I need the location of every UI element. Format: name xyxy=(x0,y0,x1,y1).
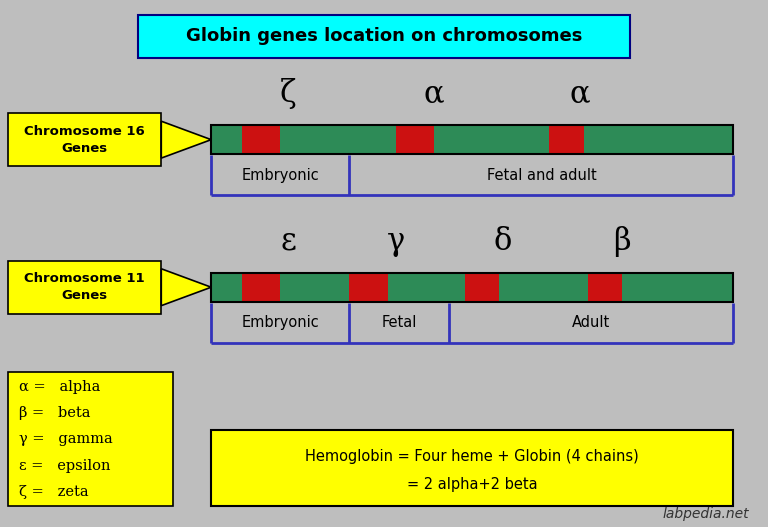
Bar xyxy=(8,261,161,314)
Text: δ: δ xyxy=(494,226,512,257)
Bar xyxy=(211,430,733,506)
Bar xyxy=(211,273,733,301)
Polygon shape xyxy=(161,121,211,158)
Bar xyxy=(211,273,733,301)
Text: ζ =   zeta: ζ = zeta xyxy=(19,485,89,499)
Polygon shape xyxy=(161,269,211,306)
Text: α: α xyxy=(424,79,444,110)
Text: Adult: Adult xyxy=(572,315,611,330)
Text: ε: ε xyxy=(280,226,296,257)
Text: = 2 alpha+2 beta: = 2 alpha+2 beta xyxy=(407,477,538,492)
Text: Hemoglobin = Four heme + Globin (4 chains): Hemoglobin = Four heme + Globin (4 chain… xyxy=(306,449,639,464)
Text: α: α xyxy=(570,79,590,110)
Text: Fetal and adult: Fetal and adult xyxy=(487,168,596,183)
Text: Chromosome 11
Genes: Chromosome 11 Genes xyxy=(24,272,145,302)
Text: β: β xyxy=(614,226,631,257)
Bar xyxy=(8,113,161,166)
Bar xyxy=(588,273,622,301)
Text: Embryonic: Embryonic xyxy=(241,315,319,330)
Text: labpedia.net: labpedia.net xyxy=(662,506,749,521)
Bar xyxy=(549,125,584,154)
Bar xyxy=(396,125,434,154)
Text: Chromosome 16
Genes: Chromosome 16 Genes xyxy=(24,125,145,154)
Text: Fetal: Fetal xyxy=(382,315,417,330)
Text: Embryonic: Embryonic xyxy=(241,168,319,183)
Text: α =   alpha: α = alpha xyxy=(19,380,101,394)
Text: γ =   gamma: γ = gamma xyxy=(19,433,113,446)
Bar xyxy=(465,273,499,301)
FancyBboxPatch shape xyxy=(138,15,630,58)
Text: γ: γ xyxy=(386,226,405,257)
Text: ε =   epsilon: ε = epsilon xyxy=(19,458,111,473)
Bar xyxy=(8,372,173,506)
Bar xyxy=(211,125,733,154)
Text: Globin genes location on chromosomes: Globin genes location on chromosomes xyxy=(186,27,582,45)
Bar xyxy=(242,273,280,301)
Bar xyxy=(211,125,733,154)
Bar xyxy=(242,125,280,154)
Bar xyxy=(349,273,388,301)
Text: ζ: ζ xyxy=(280,79,296,110)
Text: β =   beta: β = beta xyxy=(19,406,91,421)
